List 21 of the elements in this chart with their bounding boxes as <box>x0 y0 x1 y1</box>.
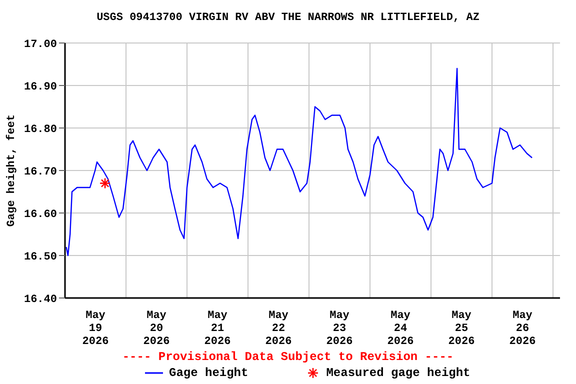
x-tick-label: May 22 2026 <box>265 310 292 348</box>
legend-label: Measured gage height <box>326 366 470 380</box>
line-series <box>66 68 533 256</box>
x-tick-label: May 26 2026 <box>509 310 536 348</box>
y-tick-label: 16.40 <box>24 294 57 306</box>
y-tick-label: 17.00 <box>24 38 57 51</box>
legend-label: Gage height <box>169 366 248 380</box>
y-tick-label: 16.60 <box>24 208 57 221</box>
y-tick-label: 16.90 <box>24 81 57 94</box>
x-tick-label: May 24 2026 <box>387 310 414 348</box>
x-tick-label: May 21 2026 <box>204 310 231 348</box>
x-tick-label: May 23 2026 <box>326 310 353 348</box>
x-tick-label: May 19 2026 <box>82 310 109 348</box>
y-tick-label: 16.50 <box>24 251 57 264</box>
chart-title: USGS 09413700 VIRGIN RV ABV THE NARROWS NR LITTLEFIELD, AZ <box>96 12 480 24</box>
text: ---- Provisional Data Subject to Revision ---- <box>121 350 455 364</box>
y-axis-title: Gage height, feet <box>4 114 18 227</box>
y-tick-label: 16.70 <box>24 166 57 178</box>
y-tick-label: 16.80 <box>24 124 57 136</box>
x-tick-label: May 25 2026 <box>448 310 475 348</box>
x-tick-label: May 20 2026 <box>143 310 170 348</box>
